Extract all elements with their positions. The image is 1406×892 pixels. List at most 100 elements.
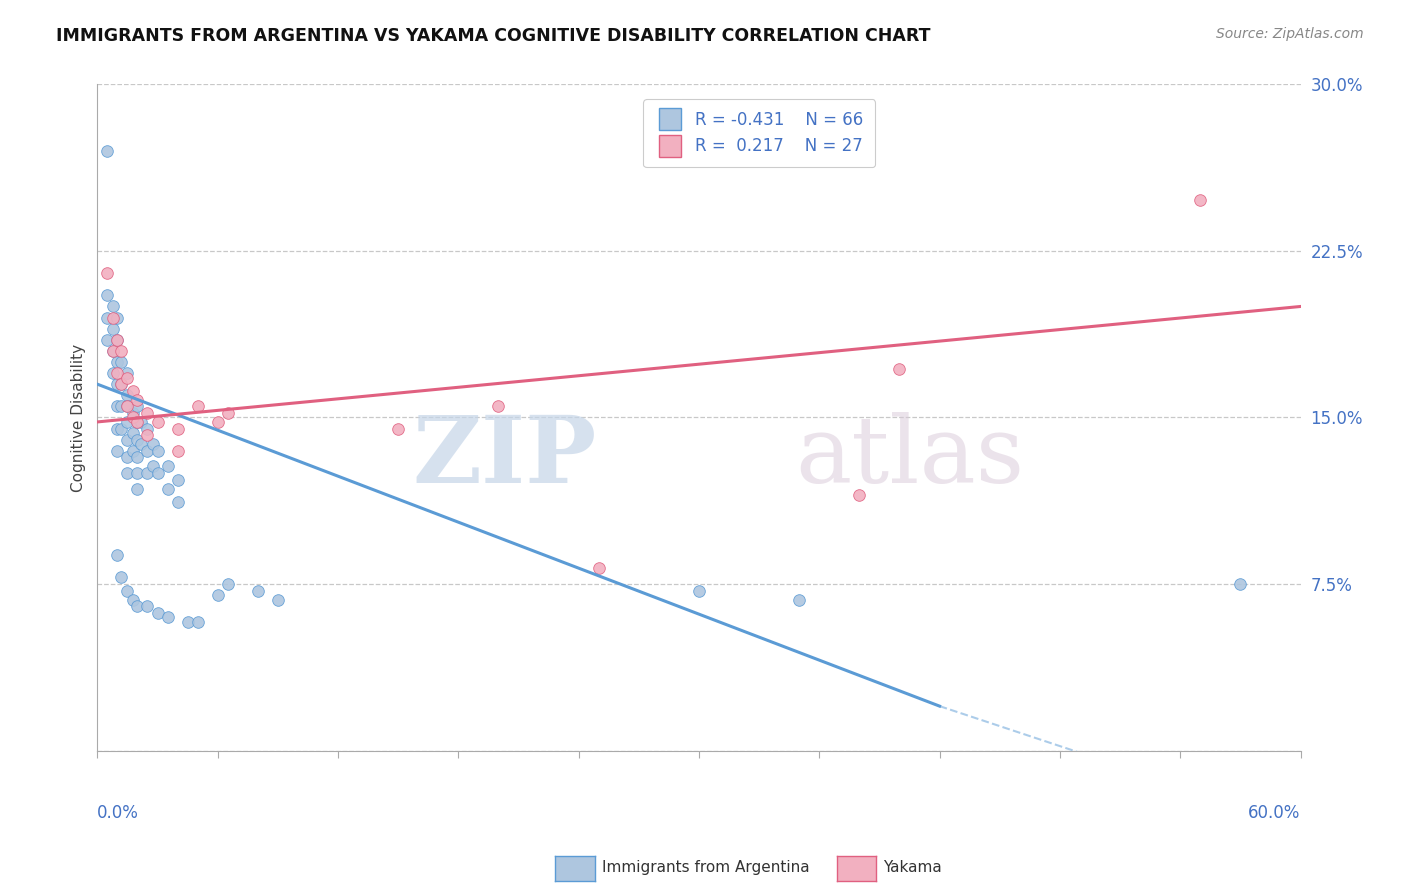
Point	[110, 421, 132, 435]
Text: Source: ZipAtlas.com: Source: ZipAtlas.com	[1216, 27, 1364, 41]
Point	[107, 355, 129, 369]
Point	[122, 443, 145, 458]
Point	[103, 300, 125, 314]
Point	[103, 343, 125, 358]
Legend: R = -0.431    N = 66, R =  0.217    N = 27: R = -0.431 N = 66, R = 0.217 N = 27	[644, 99, 875, 167]
Point	[146, 443, 169, 458]
Point	[166, 421, 188, 435]
Point	[156, 482, 179, 496]
Point	[166, 443, 188, 458]
Point	[156, 459, 179, 474]
Point	[107, 366, 129, 380]
Text: IMMIGRANTS FROM ARGENTINA VS YAKAMA COGNITIVE DISABILITY CORRELATION CHART: IMMIGRANTS FROM ARGENTINA VS YAKAMA COGN…	[56, 27, 931, 45]
Text: Immigrants from Argentina: Immigrants from Argentina	[602, 860, 810, 874]
Point	[156, 610, 179, 624]
Text: ZIP: ZIP	[412, 412, 596, 502]
Point	[146, 466, 169, 480]
Point	[127, 415, 149, 429]
Point	[122, 592, 145, 607]
Point	[187, 400, 209, 414]
Point	[117, 400, 139, 414]
Point	[122, 410, 145, 425]
Point	[96, 310, 118, 325]
Point	[117, 370, 139, 384]
Point	[96, 333, 118, 347]
Point	[122, 425, 145, 440]
Point	[107, 333, 129, 347]
Point	[117, 450, 139, 465]
Point	[166, 473, 188, 487]
Point	[122, 406, 145, 420]
Point	[166, 495, 188, 509]
Point	[267, 592, 290, 607]
Point	[110, 377, 132, 392]
Point	[136, 428, 159, 442]
Point	[136, 421, 159, 435]
Point	[127, 599, 149, 614]
Point	[127, 400, 149, 414]
Point	[103, 321, 125, 335]
Point	[110, 400, 132, 414]
Point	[207, 415, 229, 429]
Point	[103, 343, 125, 358]
Point	[107, 421, 129, 435]
Point	[110, 570, 132, 584]
Point	[117, 400, 139, 414]
Point	[207, 588, 229, 602]
Point	[176, 615, 198, 629]
Point	[107, 400, 129, 414]
Point	[131, 415, 153, 429]
Point	[96, 288, 118, 302]
Point	[187, 615, 209, 629]
Point	[136, 466, 159, 480]
Point	[787, 592, 810, 607]
Point	[103, 310, 125, 325]
Text: atlas: atlas	[796, 412, 1025, 502]
Point	[107, 333, 129, 347]
Point	[588, 561, 610, 575]
Point	[217, 406, 239, 420]
Point	[486, 400, 509, 414]
Point	[136, 443, 159, 458]
Text: Yakama: Yakama	[883, 860, 942, 874]
Point	[107, 443, 129, 458]
Point	[146, 415, 169, 429]
Point	[96, 266, 118, 280]
Y-axis label: Cognitive Disability: Cognitive Disability	[72, 343, 86, 491]
Point	[1189, 193, 1212, 207]
Point	[848, 488, 870, 502]
Point	[127, 433, 149, 447]
Point	[117, 366, 139, 380]
Point	[146, 606, 169, 620]
Point	[103, 366, 125, 380]
Point	[889, 361, 911, 376]
Point	[127, 415, 149, 429]
Point	[117, 583, 139, 598]
Point	[127, 450, 149, 465]
Point	[387, 421, 409, 435]
Point	[117, 415, 139, 429]
Point	[127, 392, 149, 407]
Point	[688, 583, 710, 598]
Point	[136, 406, 159, 420]
Point	[96, 144, 118, 158]
Point	[246, 583, 269, 598]
Point	[110, 355, 132, 369]
Point	[142, 459, 165, 474]
Point	[136, 599, 159, 614]
Point	[142, 437, 165, 451]
Point	[122, 384, 145, 398]
Point	[110, 377, 132, 392]
Text: 0.0%: 0.0%	[97, 804, 139, 822]
Text: 60.0%: 60.0%	[1249, 804, 1301, 822]
Point	[127, 466, 149, 480]
Point	[117, 433, 139, 447]
Point	[107, 310, 129, 325]
Point	[107, 548, 129, 562]
Point	[117, 466, 139, 480]
Point	[1229, 577, 1251, 591]
Point	[107, 377, 129, 392]
Point	[110, 343, 132, 358]
Point	[117, 388, 139, 402]
Point	[127, 482, 149, 496]
